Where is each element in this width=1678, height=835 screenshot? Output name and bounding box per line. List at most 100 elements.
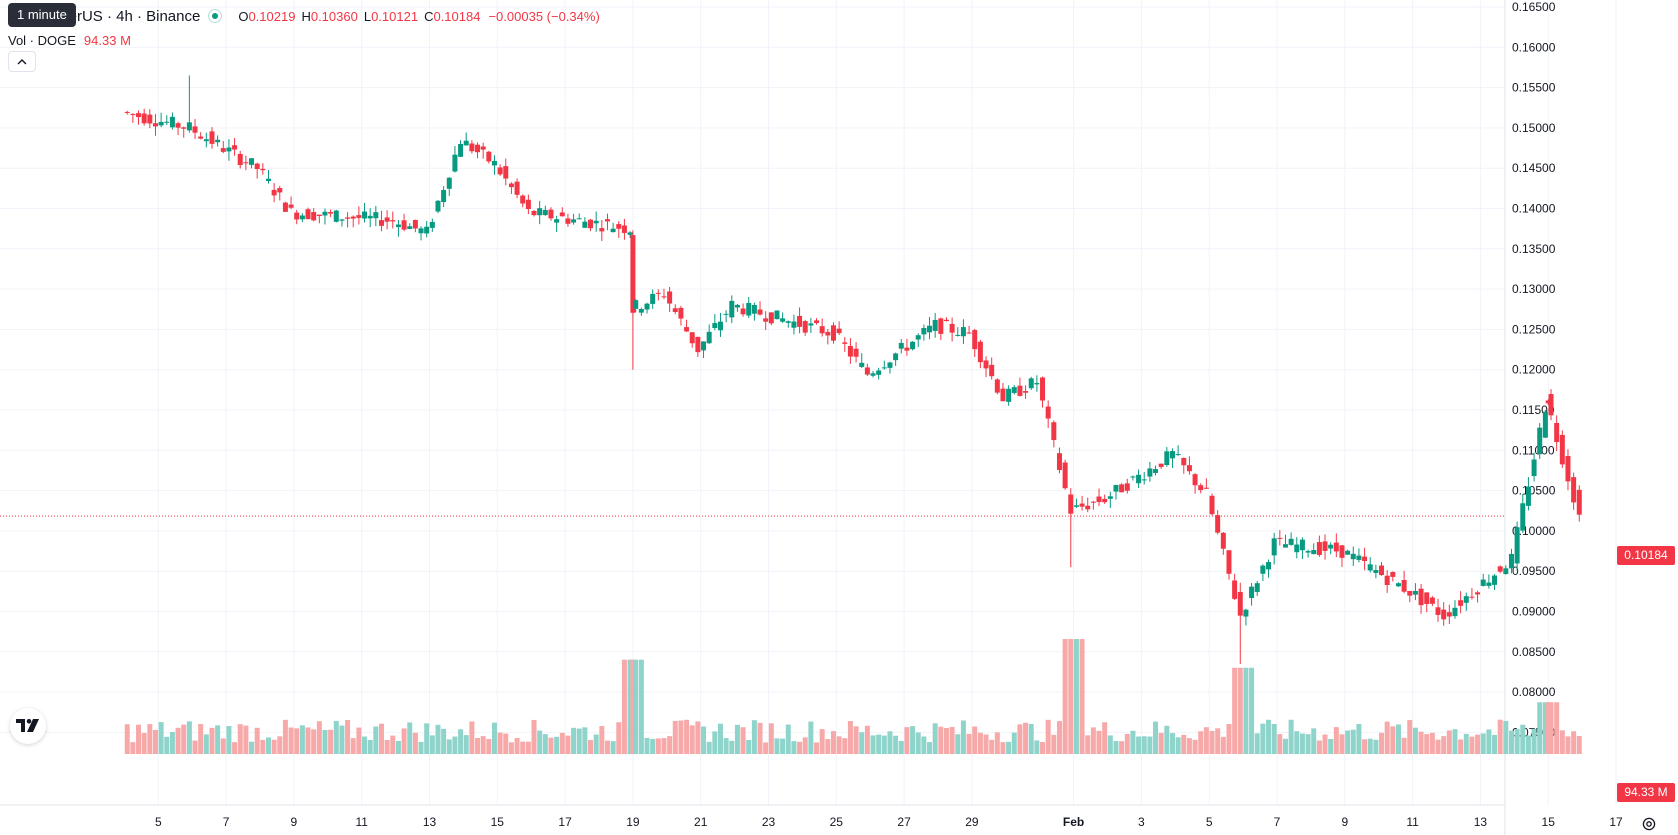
candle [1328, 542, 1334, 555]
candle-body [181, 127, 187, 129]
candle [305, 207, 311, 220]
candle-body [1006, 388, 1012, 402]
candle [1164, 447, 1170, 467]
candle-body [966, 332, 972, 334]
candle-body [1119, 484, 1125, 493]
candle-body [1243, 609, 1249, 617]
candle [345, 212, 351, 228]
candle-body [249, 158, 255, 165]
candle [1545, 399, 1551, 406]
candle [1322, 534, 1328, 560]
candle-body [746, 302, 752, 316]
candle [1147, 461, 1153, 482]
candle [1124, 478, 1130, 494]
tradingview-logo-icon[interactable] [10, 708, 46, 744]
candle [1090, 500, 1096, 510]
candle [723, 310, 729, 323]
volume-bar [1407, 719, 1413, 754]
candle-body [904, 347, 910, 351]
candle [1051, 420, 1057, 448]
candle [1345, 549, 1351, 555]
candle [282, 201, 288, 213]
volume-bar [1136, 736, 1142, 754]
candle [864, 363, 870, 377]
candle [1469, 588, 1475, 600]
candle-body [429, 221, 435, 228]
candle [181, 126, 187, 138]
volume-bar [706, 741, 712, 754]
candle-body [1458, 600, 1464, 606]
candle-body [475, 144, 481, 153]
candle-body [288, 204, 294, 208]
time-tick-label: 17 [1609, 815, 1623, 829]
candle [1249, 582, 1255, 606]
candle-body [785, 321, 791, 323]
volume-bar [825, 739, 831, 754]
price-tick-label: 0.14000 [1512, 202, 1556, 216]
volume-bar [1520, 724, 1526, 754]
candle-body [938, 318, 944, 334]
volume-bar [876, 734, 882, 754]
candle-body [898, 342, 904, 349]
candle [1237, 582, 1243, 664]
volume-bar [1000, 742, 1006, 754]
volume-bar [830, 731, 836, 754]
candle [910, 341, 916, 351]
candle-body [1147, 468, 1153, 477]
volume-bar [1277, 734, 1283, 754]
candle-body [1271, 538, 1277, 556]
candle [531, 210, 537, 217]
candle-body [571, 219, 577, 223]
candle [203, 132, 209, 148]
candle [706, 324, 712, 345]
candle [1350, 546, 1356, 566]
candle [1130, 475, 1136, 481]
volume-bar [582, 727, 588, 754]
volume-label[interactable]: Vol · DOGE [8, 32, 76, 48]
candle [508, 182, 514, 194]
candle-body [893, 353, 899, 361]
volume-bar [630, 659, 636, 754]
collapse-legend-button[interactable] [8, 51, 36, 72]
volume-bar [1164, 725, 1170, 754]
volume-bar [1186, 738, 1192, 754]
gear-icon[interactable] [1640, 815, 1658, 833]
candle [1475, 590, 1481, 603]
candle [582, 217, 588, 228]
candle [638, 307, 644, 316]
price-tick-label: 0.09000 [1512, 605, 1556, 619]
volume-bar [378, 723, 384, 754]
candle [1294, 537, 1300, 559]
volume-bar [989, 739, 995, 754]
candle [542, 205, 548, 216]
candle [1542, 409, 1548, 439]
candle [141, 108, 147, 126]
volume-bar [667, 736, 673, 754]
time-tick-label: 9 [1341, 815, 1348, 829]
candle [717, 312, 723, 337]
candle-body [401, 220, 407, 230]
candle-body [836, 328, 842, 334]
candle-body [469, 143, 475, 152]
volume-bar [1158, 732, 1164, 754]
volume-bar [655, 738, 661, 754]
volume-bar [1576, 735, 1582, 754]
candle-body [576, 218, 582, 220]
candle [1531, 452, 1537, 482]
candle [1548, 389, 1554, 421]
volume-bar [870, 735, 876, 754]
candle-body [1186, 465, 1192, 472]
volume-bar [520, 741, 526, 754]
candle [576, 213, 582, 220]
volume-bar [881, 735, 887, 754]
candle-body [232, 145, 238, 150]
candle-body [1350, 553, 1356, 560]
volume-bar [1056, 721, 1062, 754]
candle [1418, 583, 1424, 614]
candle [1367, 557, 1373, 573]
candle-body [441, 189, 447, 203]
volume-bar [1554, 702, 1560, 754]
volume-bar [1345, 730, 1351, 754]
